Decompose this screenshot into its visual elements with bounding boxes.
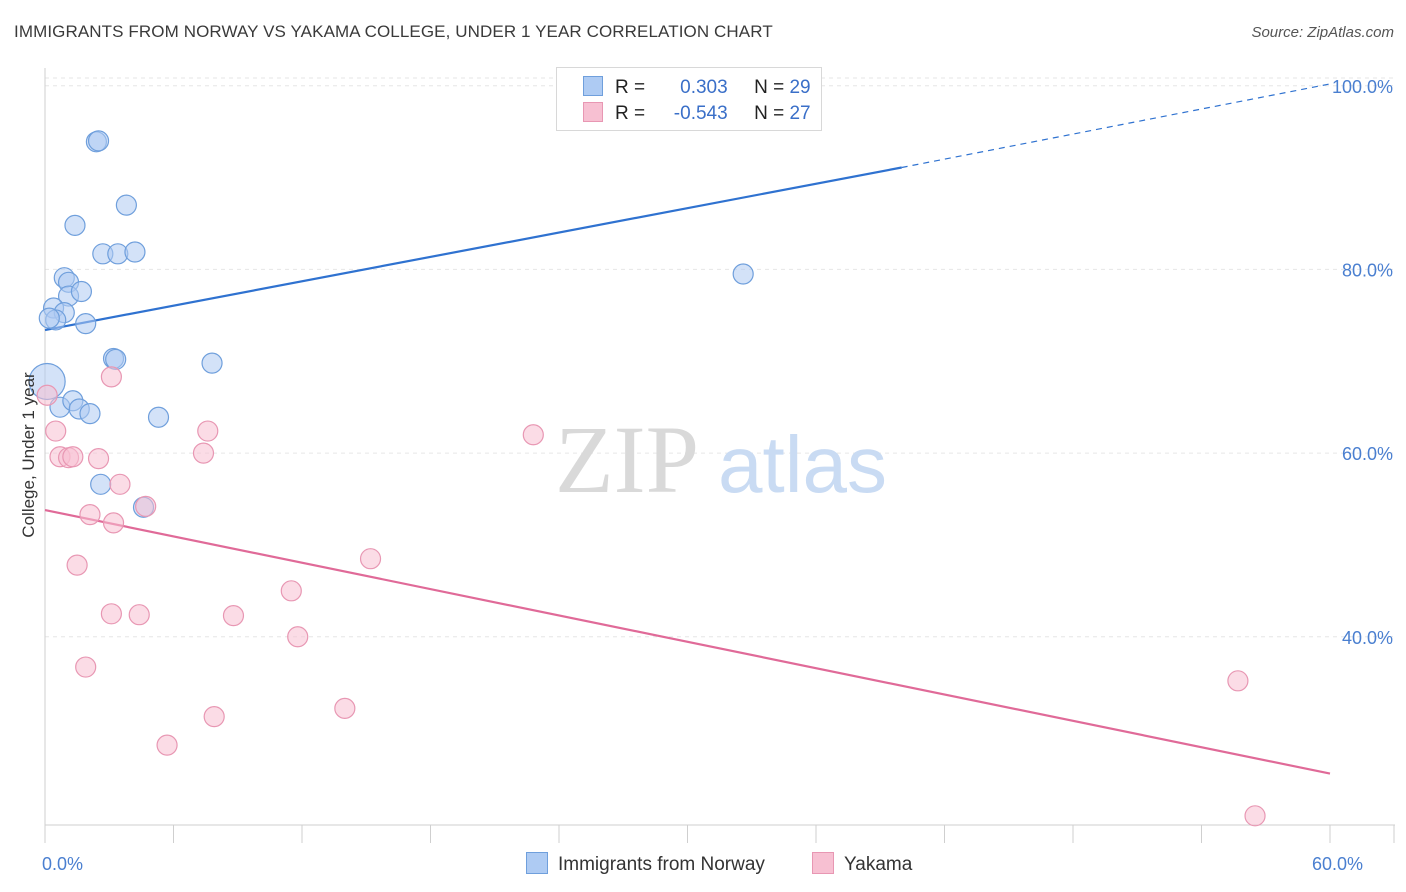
point-yakama — [287, 626, 309, 648]
bottom-legend-swatch-yakama — [812, 852, 834, 874]
trend-line-yakama — [44, 508, 1331, 775]
point-norway — [201, 352, 223, 374]
point-norway — [732, 263, 754, 285]
axes — [44, 68, 1395, 843]
point-norway — [38, 307, 60, 329]
watermark-atlas: atlas — [718, 420, 887, 509]
point-yakama — [334, 697, 356, 719]
point-yakama — [100, 603, 122, 625]
trend-line-norway — [44, 166, 902, 332]
point-yakama — [62, 446, 84, 468]
point-norway — [75, 313, 97, 335]
point-yakama — [192, 442, 215, 464]
point-yakama — [66, 554, 88, 576]
point-norway — [79, 403, 101, 425]
legend-norway-r-label: R = — [615, 77, 646, 98]
tick-labels: 40.0% 60.0% 80.0% 100.0% 0.0% 60.0% — [42, 77, 1393, 874]
point-norway — [87, 130, 110, 152]
legend-yakama-r-label: R = — [615, 103, 646, 124]
point-yakama — [156, 734, 178, 756]
point-norway — [115, 194, 137, 216]
point-yakama — [203, 706, 225, 728]
point-yakama — [280, 580, 302, 602]
point-norway — [70, 280, 93, 303]
data-points — [28, 75, 1266, 827]
point-yakama — [87, 448, 110, 470]
y-tick-label: 60.0% — [1342, 444, 1393, 464]
legend-yakama-n-value: 27 — [789, 103, 811, 124]
point-norway — [105, 348, 127, 371]
point-yakama — [102, 512, 125, 534]
y-tick-label: 80.0% — [1342, 260, 1393, 280]
point-yakama — [197, 420, 219, 442]
legend-yakama-r-value: -0.543 — [673, 103, 728, 124]
point-yakama — [1227, 670, 1249, 692]
y-tick-label: 100.0% — [1332, 77, 1393, 97]
x-tick-label: 60.0% — [1312, 854, 1363, 874]
point-norway — [147, 406, 170, 428]
stats-legend: R = 0.303 N = 29 R = -0.543 N = 27 — [556, 67, 822, 131]
legend-yakama-n-label: N = — [754, 103, 785, 124]
legend-row-norway: R = 0.303 N = 29 — [583, 76, 811, 102]
point-yakama — [100, 366, 122, 388]
chart-title: IMMIGRANTS FROM NORWAY VS YAKAMA COLLEGE… — [14, 22, 773, 41]
trend-lines — [44, 83, 1331, 775]
bottom-legend-yakama: Yakama — [812, 852, 912, 876]
point-yakama — [75, 656, 97, 678]
point-yakama — [222, 605, 245, 627]
watermark-zip: ZIP — [555, 406, 699, 513]
point-yakama — [109, 473, 131, 495]
bottom-legend-norway: Immigrants from Norway — [526, 852, 765, 876]
legend-swatch-norway — [583, 76, 603, 96]
legend-swatch-yakama — [583, 102, 603, 122]
gridlines — [45, 77, 1395, 638]
point-yakama — [45, 420, 67, 442]
legend-norway-r-value: 0.303 — [680, 77, 728, 98]
y-tick-label: 40.0% — [1342, 628, 1393, 648]
point-yakama — [79, 504, 101, 526]
bottom-legend-swatch-norway — [526, 852, 548, 874]
x-tick-label: 0.0% — [42, 854, 83, 874]
bottom-legend-label-norway: Immigrants from Norway — [558, 854, 765, 875]
point-norway — [90, 473, 112, 495]
y-axis-label: College, Under 1 year — [19, 372, 38, 538]
source-credit: Source: ZipAtlas.com — [1251, 24, 1394, 41]
point-yakama — [135, 495, 157, 517]
legend-norway-n-value: 29 — [789, 77, 811, 98]
trend-extension-norway — [901, 83, 1331, 169]
legend-norway-n-label: N = — [754, 77, 785, 98]
point-yakama — [522, 424, 544, 446]
point-yakama — [1244, 805, 1266, 827]
watermark: ZIP atlas — [555, 406, 887, 513]
bottom-legend-label-yakama: Yakama — [844, 854, 913, 875]
legend-row-yakama: R = -0.543 N = 27 — [583, 102, 811, 128]
point-norway — [64, 214, 86, 236]
point-yakama — [359, 548, 382, 570]
point-yakama — [36, 384, 58, 406]
point-yakama — [128, 604, 150, 626]
point-norway — [124, 241, 146, 263]
